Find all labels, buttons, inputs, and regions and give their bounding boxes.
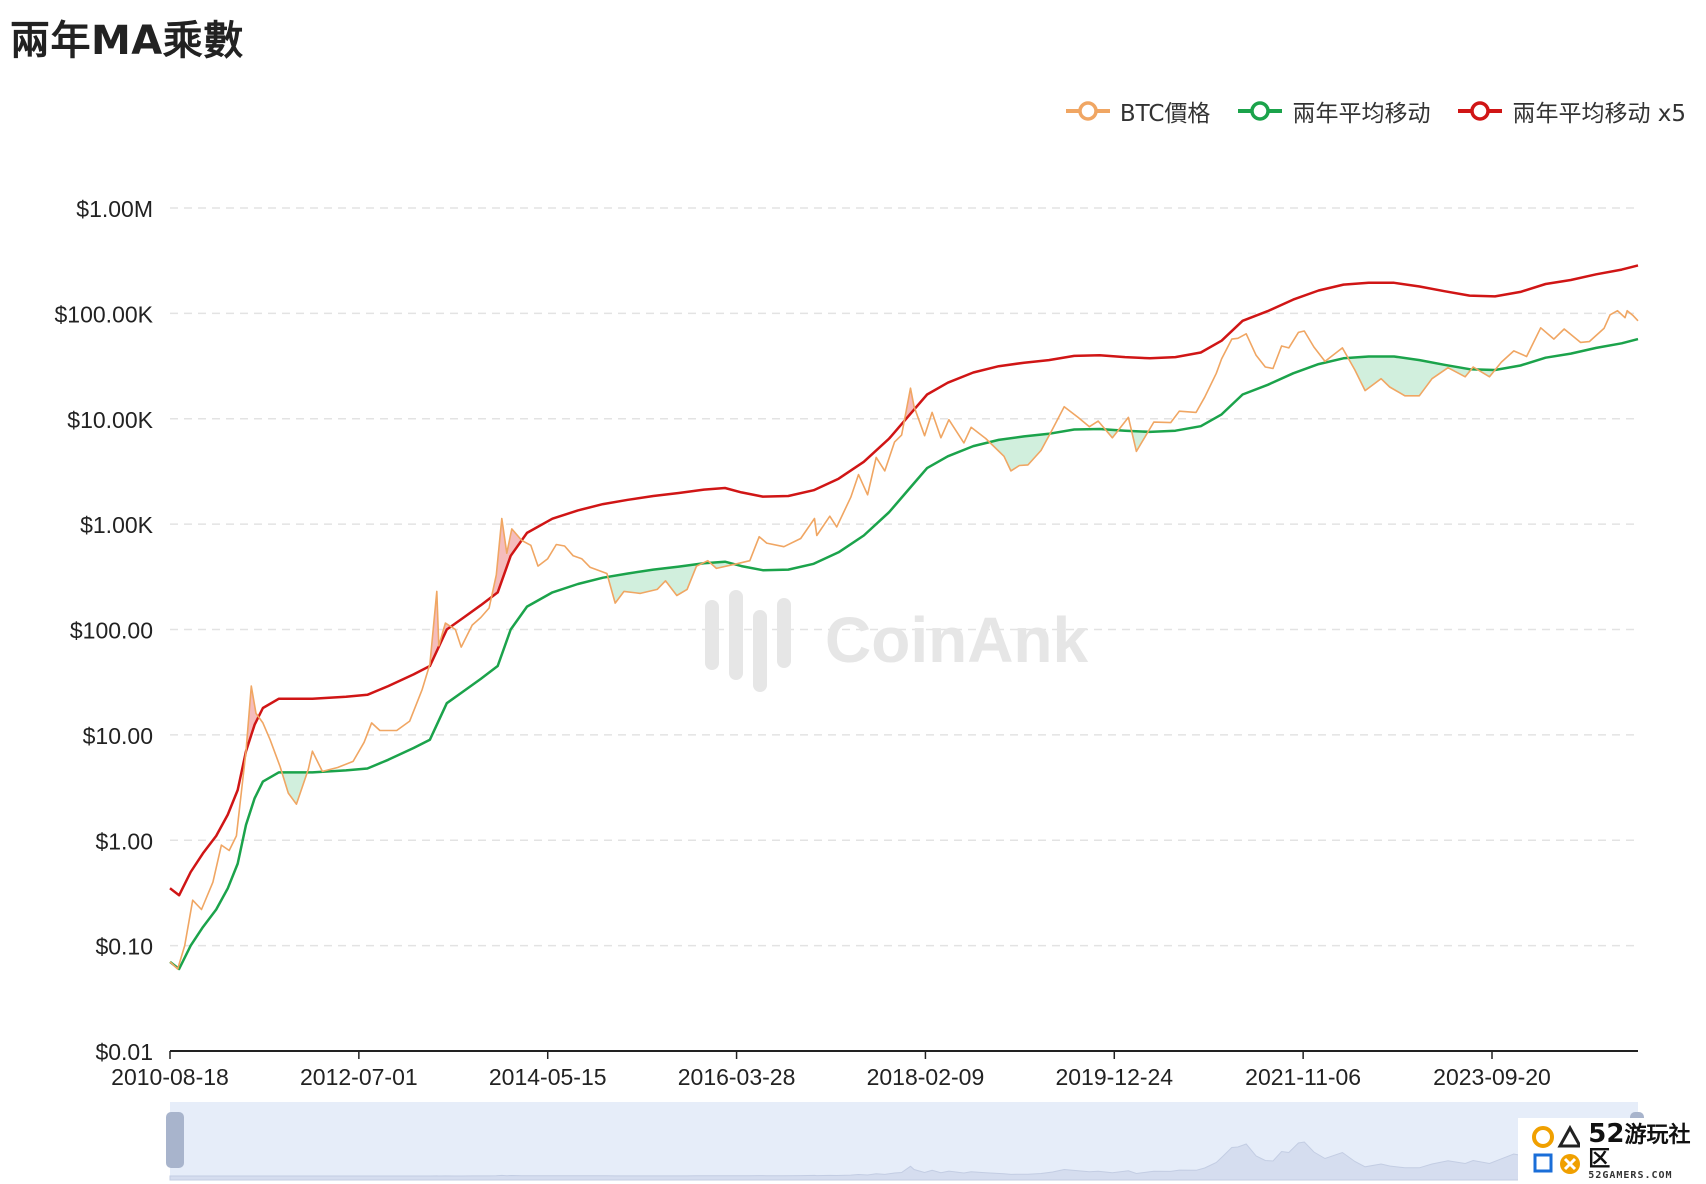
legend-item-ma[interactable]: 兩年平均移动 [1238,94,1430,128]
x-tick-label: 2012-07-01 [300,1064,418,1090]
legend-label: 兩年平均移动 [1292,101,1431,127]
legend-label: BTC價格 [1119,101,1211,127]
slider-handle-left[interactable] [166,1112,184,1168]
chart-legend: BTC價格 兩年平均移动 兩年平均移动 x5 [1065,94,1686,128]
coinank-logo-icon: CoinAnk [705,590,1089,692]
y-tick-label: $1.00K [80,512,154,538]
x-tick-label: 2014-05-15 [489,1064,607,1090]
y-tick-label: $0.10 [95,934,153,960]
y-tick-label: $100.00 [70,618,153,644]
above-ma-x5-fill [246,687,259,750]
site-badge: 52游玩社区 52GAMERS.COM [1518,1118,1704,1184]
x-tick-label: 2016-03-28 [678,1064,796,1090]
y-axis-labels: $1.00M $100.00K $10.00K $1.00K $100.00 $10.00… [55,196,154,1065]
below-ma-fill [1106,429,1118,438]
legend-circle [1078,101,1098,121]
watermark-text: CoinAnk [825,604,1089,676]
y-tick-label: $100.00K [55,301,154,327]
zoom-slider[interactable] [166,1102,1644,1181]
game-symbols-icon [1532,1124,1581,1174]
badge-name: 游玩社区 [1588,1122,1691,1172]
legend-label: 兩年平均移动 x5 [1512,101,1686,127]
legend-line-circle-icon [1458,101,1503,121]
badge-site: 52GAMERS.COM [1588,1169,1673,1181]
below-ma-fill [282,772,308,804]
legend-item-btc-price[interactable]: BTC價格 [1065,94,1211,128]
x-tick-label: 2023-09-20 [1433,1064,1551,1090]
legend-item-ma-x5[interactable]: 兩年平均移动 x5 [1458,94,1686,128]
page-title: 兩年MA乘數 [10,18,244,64]
legend-circle [1470,101,1491,121]
series-line-btc-price [169,309,1639,970]
y-tick-label: $0.01 [95,1039,153,1065]
below-ma-fill [1132,431,1148,450]
x-tick-label: 2018-02-09 [867,1064,985,1090]
grid-lines [170,207,1638,947]
y-tick-label: $10.00 [83,723,153,749]
series-lines [169,264,1639,971]
watermark-logo: CoinAnk [705,590,1105,705]
legend-line-circle-icon [1065,101,1110,121]
x-tick-label: 2019-12-24 [1055,1064,1173,1090]
series-line-ma-x5 [169,264,1639,897]
below-ma-fill [1349,356,1470,396]
y-tick-label: $1.00 [95,828,153,854]
legend-circle [1250,101,1271,121]
legend-line-circle-icon [1238,101,1283,121]
x-axis: 2010-08-18 2012-07-01 2014-05-15 2016-03-28… [111,1050,1638,1090]
y-tick-label: $10.00K [67,407,153,433]
x-tick-label: 2021-11-06 [1245,1064,1361,1090]
badge-number: 52 [1588,1118,1625,1149]
y-tick-label: $1.00M [76,196,153,222]
x-tick-label: 2010-08-18 [111,1064,229,1090]
slider-preview [169,1122,1639,1181]
below-ma-fill [990,433,1050,471]
